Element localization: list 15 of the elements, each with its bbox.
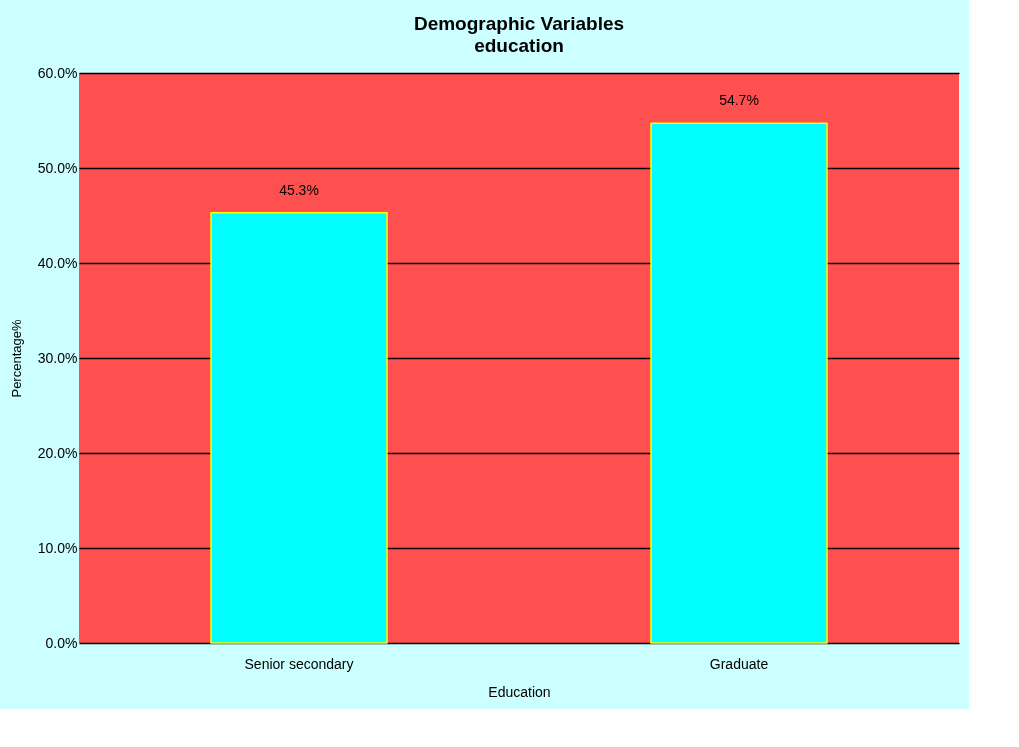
chart-subtitle: education — [474, 35, 564, 56]
y-tick-label: 30.0% — [37, 349, 78, 366]
y-tick-label: 50.0% — [37, 159, 78, 176]
y-tick-label: 0.0% — [45, 634, 78, 651]
x-axis-title: Education — [488, 683, 551, 700]
x-tick-label: Graduate — [709, 655, 769, 672]
y-axis-title: Percentage% — [8, 319, 24, 398]
y-tick-label: 40.0% — [37, 254, 78, 271]
chart-title: Demographic Variables — [413, 13, 625, 34]
y-tick-label: 20.0% — [37, 444, 78, 461]
x-tick-label: Senior secondary — [244, 655, 354, 672]
data-label: 54.7% — [719, 92, 759, 109]
y-tick-label: 10.0% — [37, 539, 78, 556]
y-tick-label: 60.0% — [37, 64, 78, 81]
data-label: 45.3% — [279, 181, 319, 198]
